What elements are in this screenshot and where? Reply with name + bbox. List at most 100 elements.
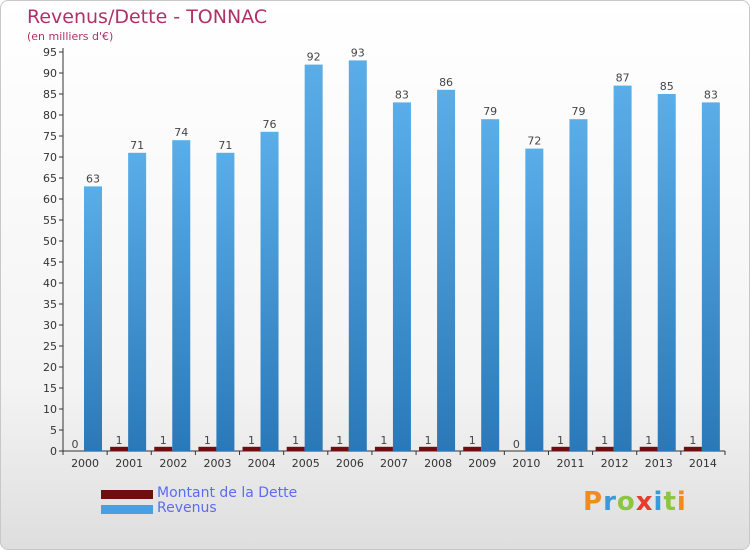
logo-letter: o <box>616 487 636 517</box>
y-tick-label: 5 <box>50 424 57 437</box>
y-tick-label: 20 <box>43 361 57 374</box>
x-tick-label: 2013 <box>645 457 673 470</box>
bar-revenus <box>216 152 235 452</box>
y-tick-label: 60 <box>43 193 57 206</box>
data-label-revenus: 93 <box>351 46 365 59</box>
x-tick-label: 2002 <box>159 457 187 470</box>
x-tick-label: 2008 <box>424 457 452 470</box>
logo-letter: i <box>653 487 664 517</box>
bar-revenus <box>569 119 588 451</box>
bar-revenus <box>525 148 544 451</box>
data-label-dette: 1 <box>160 434 167 447</box>
legend-swatch-dette <box>101 490 153 499</box>
y-tick-label: 45 <box>43 256 57 269</box>
y-tick-label: 35 <box>43 298 57 311</box>
bar-dette <box>374 446 393 451</box>
data-label-revenus: 71 <box>218 139 232 152</box>
y-tick-label: 55 <box>43 214 57 227</box>
y-tick-label: 75 <box>43 130 57 143</box>
data-label-revenus: 83 <box>395 88 409 101</box>
bar-dette <box>198 446 217 451</box>
data-label-revenus: 72 <box>527 135 541 148</box>
y-tick-label: 90 <box>43 67 57 80</box>
data-label-revenus: 92 <box>307 51 321 64</box>
y-tick-label: 65 <box>43 172 57 185</box>
bar-revenus <box>304 64 323 451</box>
legend-swatch-revenus <box>101 505 153 514</box>
y-tick-label: 0 <box>50 445 57 458</box>
legend-label-dette: Montant de la Dette <box>157 485 298 501</box>
data-label-dette: 1 <box>116 434 123 447</box>
data-label-dette: 1 <box>336 434 343 447</box>
x-tick-label: 2000 <box>71 457 99 470</box>
x-tick-label: 2009 <box>468 457 496 470</box>
y-tick-label: 85 <box>43 88 57 101</box>
bar-dette <box>639 446 658 451</box>
bar-dette <box>286 446 305 451</box>
data-label-dette: 1 <box>292 434 299 447</box>
logo-letter: t <box>663 487 677 517</box>
x-tick-label: 2003 <box>203 457 231 470</box>
data-label-revenus: 74 <box>174 126 188 139</box>
bar-revenus <box>481 119 500 451</box>
data-label-revenus: 85 <box>660 80 674 93</box>
x-tick-label: 2005 <box>292 457 320 470</box>
bar-dette <box>463 446 482 451</box>
y-tick-label: 70 <box>43 151 57 164</box>
y-tick-label: 40 <box>43 277 57 290</box>
data-label-dette: 1 <box>248 434 255 447</box>
bar-dette <box>683 446 702 451</box>
y-tick-label: 95 <box>43 46 57 59</box>
data-label-dette: 1 <box>645 434 652 447</box>
x-tick-label: 2001 <box>115 457 143 470</box>
bar-revenus <box>613 85 632 451</box>
data-label-revenus: 87 <box>616 72 630 85</box>
x-tick-label: 2006 <box>336 457 364 470</box>
bar-revenus <box>348 60 367 452</box>
y-tick-label: 80 <box>43 109 57 122</box>
data-label-revenus: 79 <box>571 105 585 118</box>
data-label-dette: 1 <box>557 434 564 447</box>
x-tick-label: 2007 <box>380 457 408 470</box>
bar-revenus <box>128 152 147 452</box>
y-tick-label: 25 <box>43 340 57 353</box>
logo-letter: P <box>583 487 604 517</box>
data-label-revenus: 76 <box>263 118 277 131</box>
bar-dette <box>551 446 570 451</box>
bar-dette <box>242 446 261 451</box>
bar-revenus <box>657 94 676 451</box>
x-tick-label: 2012 <box>601 457 629 470</box>
y-tick-label: 15 <box>43 382 57 395</box>
data-label-dette: 1 <box>689 434 696 447</box>
bar-dette <box>154 446 173 451</box>
data-label-dette: 1 <box>469 434 476 447</box>
bar-revenus <box>437 89 456 452</box>
x-tick-label: 2014 <box>689 457 717 470</box>
logo-letter: i <box>676 487 687 517</box>
bar-revenus <box>84 186 102 451</box>
legend-label-revenus: Revenus <box>157 500 217 516</box>
chart-subtitle: (en milliers d'€) <box>27 30 114 43</box>
bar-dette <box>419 446 438 451</box>
chart-title: Revenus/Dette - TONNAC <box>27 6 268 28</box>
proxiti-logo: Proxiti <box>583 487 687 517</box>
bar-revenus <box>260 131 279 452</box>
data-label-dette: 1 <box>380 434 387 447</box>
bar-revenus <box>172 140 191 451</box>
x-tick-label: 2011 <box>557 457 585 470</box>
data-label-dette: 1 <box>601 434 608 447</box>
bar-dette <box>110 446 129 451</box>
data-label-revenus: 79 <box>483 105 497 118</box>
data-label-dette: 0 <box>513 438 520 451</box>
data-label-revenus: 83 <box>704 88 718 101</box>
logo-letter: r <box>603 487 617 517</box>
data-label-revenus: 63 <box>86 172 100 185</box>
bar-revenus <box>701 102 720 452</box>
data-label-dette: 1 <box>204 434 211 447</box>
data-label-revenus: 86 <box>439 76 453 89</box>
bar-revenus <box>392 102 411 452</box>
data-label-dette: 0 <box>72 438 79 451</box>
y-tick-label: 30 <box>43 319 57 332</box>
data-label-dette: 1 <box>425 434 432 447</box>
